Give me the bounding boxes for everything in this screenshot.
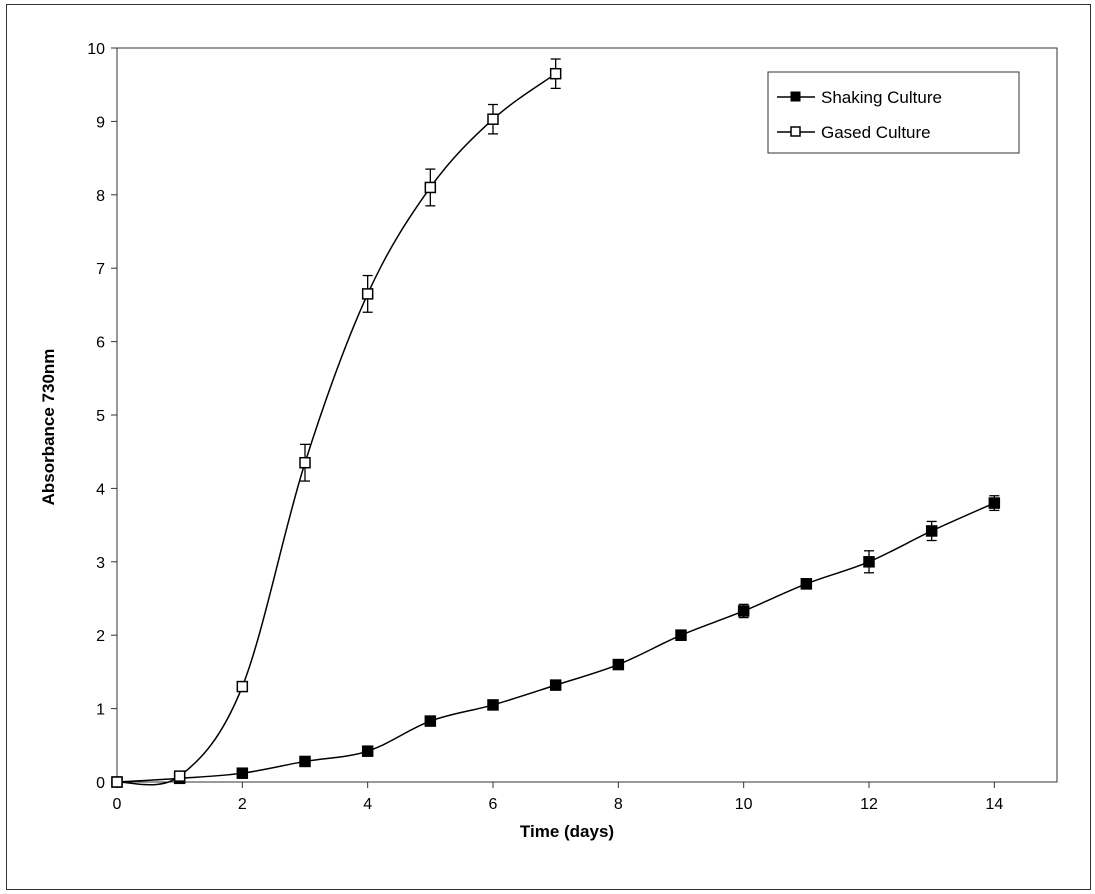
y-tick-label: 10 [87,41,105,58]
data-point [299,456,311,469]
data-point [236,767,249,779]
data-point [424,181,437,194]
y-tick-label: 8 [96,188,105,205]
data-point [549,679,562,691]
data-point [549,67,562,80]
x-tick-label: 12 [860,796,878,813]
data-point [925,525,938,537]
data-point [800,578,813,590]
data-point [675,629,687,641]
data-point [111,776,123,788]
data-point [236,680,249,693]
data-point [487,699,499,711]
y-axis: 0 1 2 3 4 5 6 7 8 9 10 [87,41,117,792]
y-tick-label: 9 [96,114,105,131]
x-axis: 0 2 4 6 8 10 12 14 [113,782,1003,813]
y-tick-label: 6 [96,335,105,352]
y-tick-label: 3 [96,555,105,572]
data-point [173,770,186,782]
data-point [612,658,625,671]
y-tick-label: 7 [96,261,105,278]
x-tick-label: 14 [985,796,1003,813]
data-point [863,556,875,568]
series-line-gased [116,73,557,786]
x-tick-label: 6 [489,796,498,813]
y-tick-label: 5 [96,408,105,425]
x-tick-label: 10 [735,796,753,813]
data-point [299,755,311,768]
y-tick-label: 1 [96,702,105,719]
x-axis-title: Time (days) [520,822,614,841]
data-point [424,715,437,727]
legend-marker-gased [790,126,801,137]
data-point [988,497,1001,509]
x-tick-label: 8 [614,796,623,813]
legend: Shaking Culture Gased Culture [767,71,1020,154]
data-point [361,745,374,757]
y-tick-label: 2 [96,628,105,645]
legend-marker-shaking [790,91,801,102]
x-tick-label: 4 [363,796,372,813]
plot-area [116,47,1058,783]
data-point [487,113,499,125]
series-layer [111,58,1001,788]
legend-box [767,71,1020,154]
x-tick-label: 2 [238,796,247,813]
x-tick-label: 0 [113,796,122,813]
y-tick-label: 0 [96,775,105,792]
y-tick-label: 4 [96,481,105,498]
legend-label-shaking: Shaking Culture [821,88,942,107]
data-point [361,288,374,300]
data-point [737,605,750,617]
series-line-shaking [116,502,995,783]
y-axis-title: Absorbance 730nm [39,349,58,506]
legend-label-gased: Gased Culture [821,123,931,142]
series-gased [111,58,562,788]
series-shaking [111,495,1001,788]
